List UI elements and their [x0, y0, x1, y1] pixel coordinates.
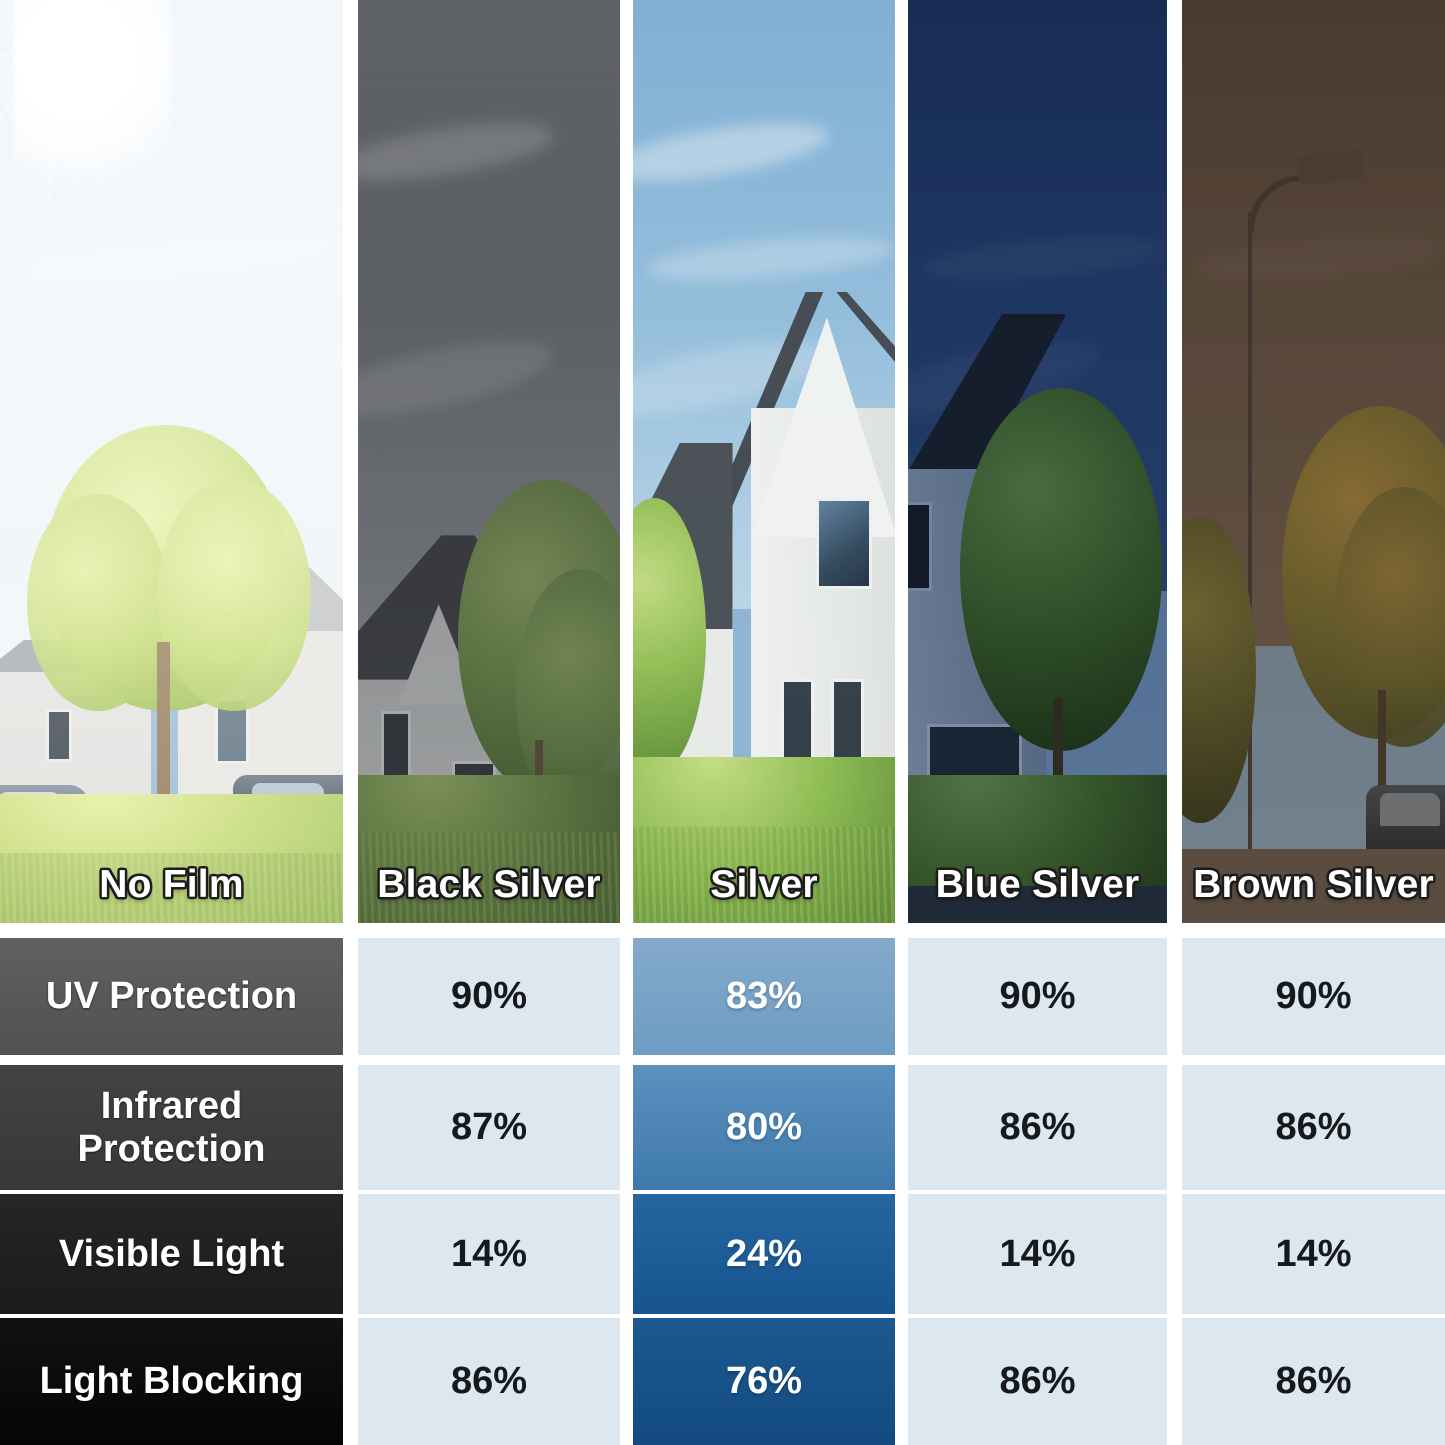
table-row: Infrared Protection 87% 80% 86% 86% — [0, 1065, 1445, 1190]
cell-blue-silver-visible-light: 14% — [908, 1194, 1167, 1314]
cell-brown-silver-infrared: 86% — [1182, 1065, 1445, 1190]
tree — [959, 387, 1162, 849]
street-lamp-pole — [1247, 212, 1253, 923]
photo-panel-black-silver: Black Silver — [358, 0, 620, 923]
photo-panel-blue-silver: Blue Silver — [908, 0, 1167, 923]
spec-comparison-table: UV Protection 90% 83% 90% 90% Infrared P… — [0, 938, 1445, 1445]
photo-panel-silver: Silver — [633, 0, 895, 923]
row-label-light-blocking: Light Blocking — [0, 1318, 343, 1445]
cell-black-silver-infrared: 87% — [358, 1065, 620, 1190]
photo-caption-brown-silver: Brown Silver — [1193, 863, 1434, 906]
photo-caption-no-film: No Film — [99, 863, 244, 906]
cell-brown-silver-visible-light: 14% — [1182, 1194, 1445, 1314]
photo-comparison-strip: No Film — [0, 0, 1445, 923]
tree — [1182, 516, 1256, 849]
hedge — [633, 756, 895, 923]
cell-blue-silver-light-blocking: 86% — [908, 1318, 1167, 1445]
row-label-infrared-protection: Infrared Protection — [0, 1065, 343, 1190]
cell-brown-silver-light-blocking: 86% — [1182, 1318, 1445, 1445]
cell-black-silver-visible-light: 14% — [358, 1194, 620, 1314]
photo-caption-silver: Silver — [710, 863, 818, 906]
cell-blue-silver-infrared: 86% — [908, 1065, 1167, 1190]
cell-brown-silver-uv: 90% — [1182, 938, 1445, 1055]
photo-caption-blue-silver: Blue Silver — [935, 863, 1140, 906]
cell-silver-visible-light: 24% — [633, 1194, 895, 1314]
cell-silver-infrared: 80% — [633, 1065, 895, 1190]
row-label-uv-protection: UV Protection — [0, 938, 343, 1055]
cell-black-silver-light-blocking: 86% — [358, 1318, 620, 1445]
cell-silver-light-blocking: 76% — [633, 1318, 895, 1445]
tree — [1281, 406, 1445, 829]
table-row: Light Blocking 86% 76% 86% 86% — [0, 1318, 1445, 1445]
photo-caption-black-silver: Black Silver — [377, 863, 601, 906]
table-row: UV Protection 90% 83% 90% 90% — [0, 938, 1445, 1055]
car — [1366, 784, 1445, 859]
row-label-visible-light: Visible Light — [0, 1194, 343, 1314]
table-row: Visible Light 14% 24% 14% 14% — [0, 1194, 1445, 1314]
photo-panel-no-film: No Film — [0, 0, 343, 923]
cell-blue-silver-uv: 90% — [908, 938, 1167, 1055]
cell-silver-uv: 83% — [633, 938, 895, 1055]
tree — [27, 424, 322, 820]
photo-panel-brown-silver: Brown Silver — [1182, 0, 1445, 923]
road — [1182, 849, 1445, 923]
cell-black-silver-uv: 90% — [358, 938, 620, 1055]
tree — [633, 498, 707, 812]
